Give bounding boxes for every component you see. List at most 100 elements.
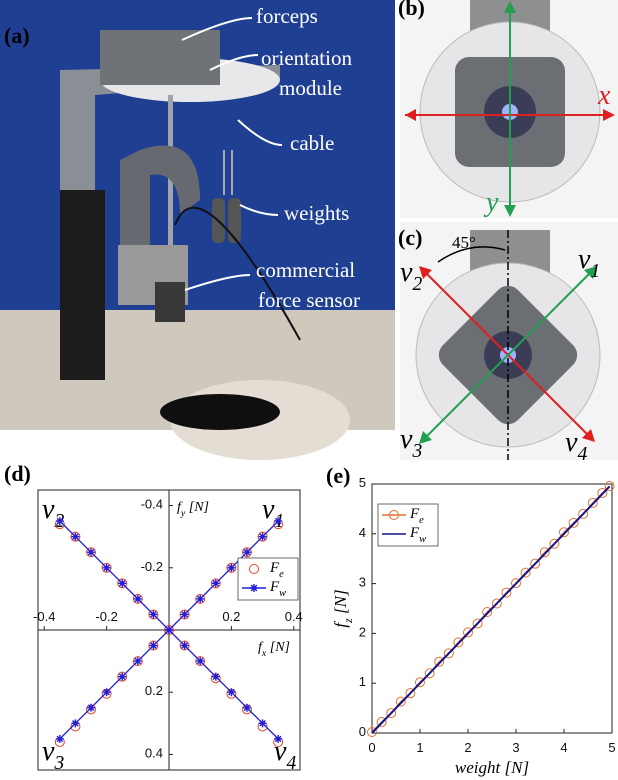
legend-marker [389,510,399,520]
marker [148,609,159,620]
x-tick-label: 3 [512,740,519,755]
marker [132,593,143,604]
panel-label: (c) [398,225,422,250]
x-tick-label: 4 [560,740,567,755]
legend-label: Fe [269,560,284,579]
marker [227,563,236,572]
marker [210,578,221,589]
marker [211,672,220,681]
legend-marker [249,564,259,574]
marker [578,508,589,519]
marker [258,532,267,541]
marker [415,677,425,688]
series-line [371,485,611,734]
x-tick-label: 0.4 [285,609,303,624]
marker [395,696,406,707]
x-tick-label: -0.4 [33,609,55,624]
y-tick-label: -0.2 [141,559,163,574]
marker [367,727,377,738]
legend-box [377,503,439,547]
vector-label: v4 [565,427,587,465]
y-axis-label: fy [N] [177,500,209,519]
y-tick-label: 3 [359,575,366,590]
y-tick-label: 4 [359,525,366,540]
marker [241,547,252,558]
marker [101,562,112,573]
vector-label: v2 [400,257,422,295]
panel-label: (d) [4,461,31,486]
annotation: weights [284,201,349,225]
y-tick-label: 0 [359,724,366,739]
annotation: forceps [256,4,318,28]
marker [165,626,173,634]
vector-label: v3 [400,424,422,462]
photo-b [400,0,618,218]
marker [501,587,512,598]
legend-label: Fw [409,525,426,544]
vector-label: v1 [578,244,600,282]
y-tick-label: 1 [359,675,366,690]
y-tick-label: -0.4 [141,497,163,512]
marker [530,558,541,569]
marker [520,567,531,578]
marker [149,641,158,650]
x-axis-label: fx [N] [258,640,290,659]
marker [434,656,445,667]
marker [376,717,387,728]
photo-c [400,222,618,460]
y-tick-label: 2 [359,625,366,640]
marker [180,641,189,650]
marker [242,548,251,557]
marker [559,527,569,538]
marker [118,579,127,588]
marker [226,562,237,573]
marker [597,487,608,498]
marker [86,547,97,558]
marker [568,517,579,528]
marker [118,672,127,681]
marker [87,548,96,557]
marker [164,625,174,635]
marker [482,606,493,617]
annotation: orientation [261,46,352,70]
x-axis-label: weight [N] [455,758,529,777]
marker [132,656,143,667]
marker [102,688,111,697]
y-axis-label: fz [N] [331,589,355,627]
marker [604,480,615,491]
marker [196,657,205,666]
marker [274,517,283,526]
marker [71,719,80,728]
annotation: commercial [256,258,355,282]
marker [102,563,111,572]
marker [87,703,96,712]
marker [117,578,128,589]
marker [258,719,267,728]
x-tick-label: 2 [464,740,471,755]
vector-label: v4 [274,736,296,774]
marker [274,734,283,743]
annotation: force sensor [258,288,360,312]
axis-name: y [483,187,499,218]
marker [179,609,190,620]
marker [133,657,142,666]
marker [539,547,550,558]
angle-label: 45° [452,233,476,252]
annotation: module [279,76,342,100]
marker [549,538,560,549]
marker [587,497,598,508]
marker [472,618,483,629]
marker [180,610,189,619]
labels: (a) forceps orientation module cable wei… [4,0,611,488]
marker [242,703,251,712]
x-tick-label: 1 [416,740,423,755]
marker [386,708,397,719]
marker [227,688,236,697]
x-tick-label: 0.2 [222,609,240,624]
y-tick-label: 0.4 [145,746,163,761]
y-tick-label: 5 [359,475,366,490]
axis-name: x [597,80,611,111]
marker [179,640,190,651]
marker [55,517,64,526]
marker [195,656,206,667]
